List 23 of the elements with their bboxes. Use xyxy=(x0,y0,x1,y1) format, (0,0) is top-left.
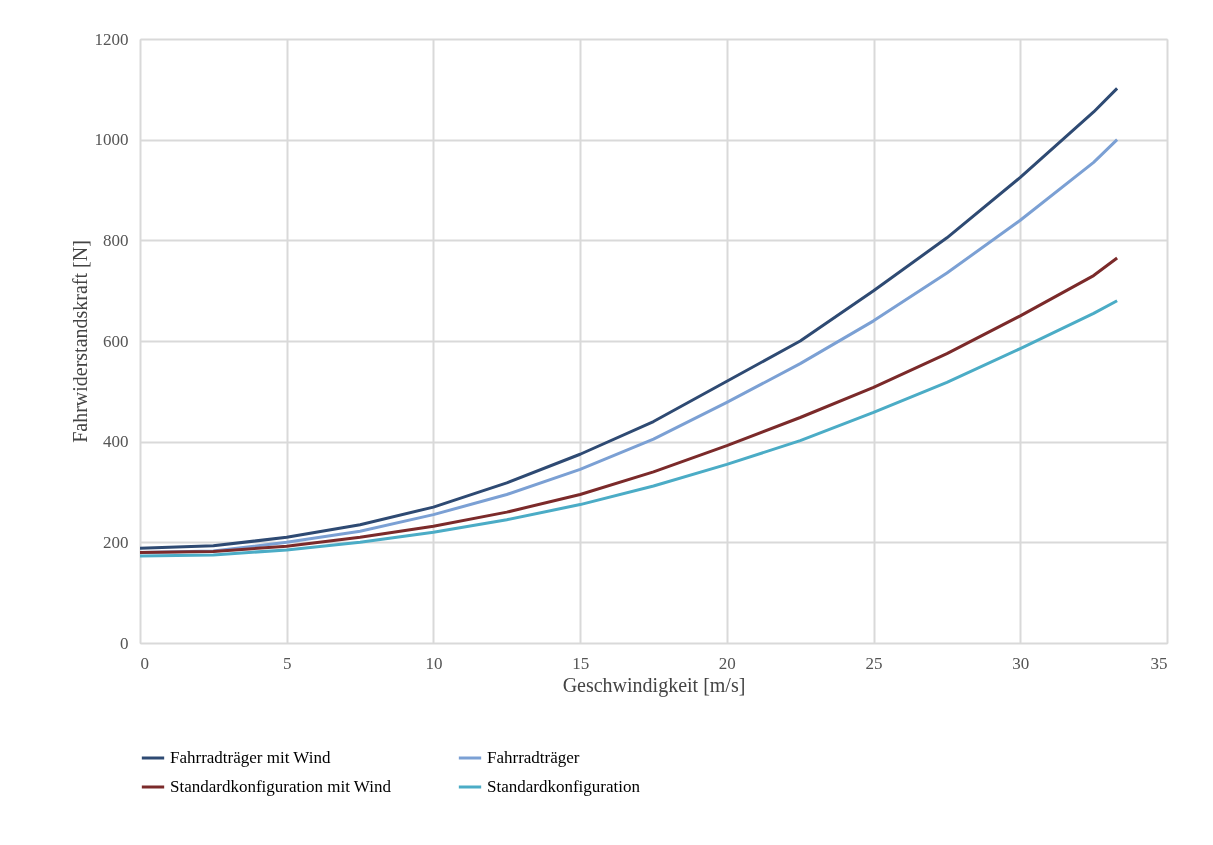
x-tick-label: 25 xyxy=(865,653,883,673)
x-tick-label: 10 xyxy=(425,653,443,673)
line-series xyxy=(138,299,1119,558)
legend-label: Standardkonfiguration mit Wind xyxy=(170,777,392,796)
x-tick-label: 5 xyxy=(282,653,292,673)
x-tick-label: 20 xyxy=(718,653,736,673)
x-tick-label: 35 xyxy=(1150,653,1168,673)
y-tick-label: 200 xyxy=(103,532,129,552)
y-tick-label: 1200 xyxy=(94,29,129,49)
legend-label: Standardkonfiguration xyxy=(487,777,641,796)
y-tick-label: 800 xyxy=(103,230,129,250)
y-tick-label: 0 xyxy=(120,633,129,653)
x-tick-label: 30 xyxy=(1012,653,1030,673)
legend-label: Fahrradträger mit Wind xyxy=(170,748,331,767)
x-axis-title: Geschwindigkeit [m/s] xyxy=(562,673,746,697)
y-tick-label: 600 xyxy=(103,331,129,351)
y-axis-title: Fahrwiderstandskraft [N] xyxy=(68,240,91,443)
x-tick-label: 0 xyxy=(140,653,149,673)
y-tick-label: 400 xyxy=(103,432,129,452)
line-series xyxy=(138,256,1119,554)
y-tick-label: 1000 xyxy=(94,130,129,150)
legend-label: Fahrradträger xyxy=(487,748,580,767)
x-tick-label: 15 xyxy=(572,653,590,673)
